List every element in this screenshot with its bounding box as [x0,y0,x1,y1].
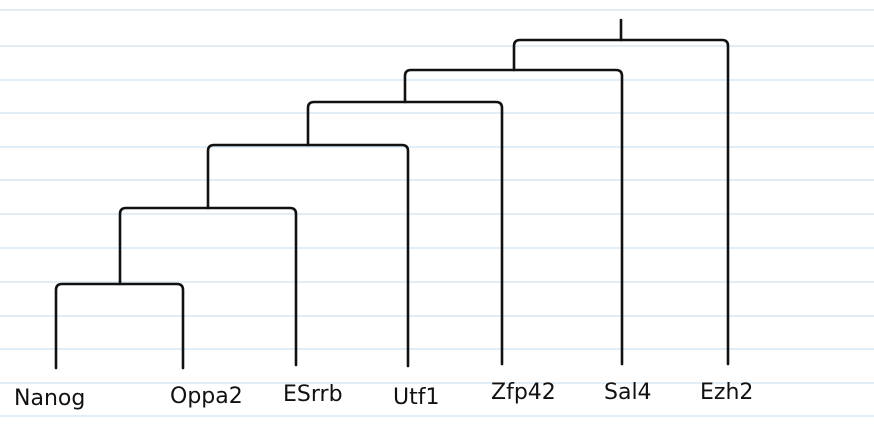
dendrogram-leaf-labels: Nanog Oppa2 ESrrb Utf1 Zfp42 Sal4 Ezh2 [14,380,753,411]
leaf-label-oppa2: Oppa2 [170,384,243,409]
merge-m5 [403,68,624,366]
leaf-label-utf1: Utf1 [393,385,439,410]
leaf-label-zfp42: Zfp42 [491,380,556,405]
merge-m3 [206,143,410,368]
leaf-label-ezh2: Ezh2 [700,380,753,405]
leaf-label-esrrb: ESrrb [283,382,343,407]
merge-m1 [54,282,185,370]
dendrogram-branches [54,18,730,370]
merge-m2 [118,206,298,367]
merge-m4 [306,100,504,366]
leaf-label-nanog: Nanog [14,386,85,411]
leaf-label-sall4: Sal4 [604,380,652,405]
